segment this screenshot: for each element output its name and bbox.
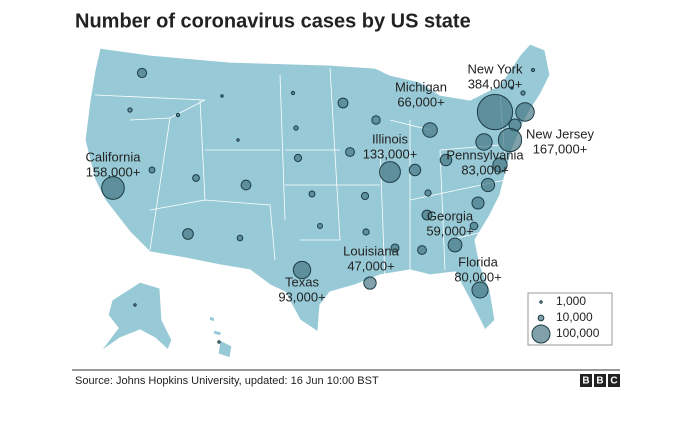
case-bubble bbox=[471, 281, 489, 299]
source: Source: Johns Hopkins University, update… bbox=[75, 375, 379, 387]
case-bubble bbox=[236, 138, 240, 142]
state-cases: 158,000+ bbox=[86, 164, 141, 179]
hawaii-3 bbox=[217, 339, 233, 359]
case-bubble bbox=[345, 147, 355, 157]
case-bubble bbox=[133, 303, 137, 307]
us-map bbox=[84, 43, 551, 359]
case-bubble bbox=[469, 221, 479, 231]
state-cases: 80,000+ bbox=[454, 269, 501, 284]
case-bubble bbox=[379, 161, 401, 183]
case-bubble bbox=[220, 94, 224, 98]
case-bubble bbox=[293, 125, 299, 131]
case-bubble bbox=[362, 228, 370, 236]
case-bubble bbox=[360, 191, 370, 201]
state-name: New Jersey bbox=[526, 126, 594, 141]
case-bubble bbox=[520, 90, 526, 96]
state-name: Michigan bbox=[395, 79, 447, 94]
state-name: Georgia bbox=[427, 208, 474, 223]
case-bubble bbox=[337, 97, 349, 109]
state-cases: 167,000+ bbox=[533, 141, 588, 156]
case-bubble bbox=[240, 179, 252, 191]
case-bubble bbox=[492, 157, 508, 173]
case-bubble bbox=[497, 127, 523, 153]
case-bubble bbox=[363, 276, 377, 290]
case-bubble bbox=[424, 189, 432, 197]
state-name: Texas bbox=[285, 274, 319, 289]
case-bubble bbox=[182, 228, 194, 240]
legend-bubble bbox=[537, 314, 545, 322]
hawaii-1 bbox=[208, 315, 216, 323]
logo-letter: C bbox=[610, 376, 617, 387]
state-name: Florida bbox=[458, 254, 499, 269]
case-bubble bbox=[308, 190, 316, 198]
case-bubble bbox=[293, 153, 303, 163]
state-name: Louisiana bbox=[343, 243, 399, 258]
case-bubble bbox=[447, 237, 463, 253]
logo-block bbox=[608, 374, 620, 387]
state-cases: 59,000+ bbox=[426, 223, 473, 238]
case-bubble bbox=[371, 115, 381, 125]
case-bubble bbox=[175, 112, 181, 118]
case-bubble bbox=[390, 243, 400, 253]
legend-label: 10,000 bbox=[556, 310, 593, 324]
legend-bubble bbox=[539, 300, 543, 304]
case-bubble bbox=[417, 245, 427, 255]
logo-letter: B bbox=[596, 376, 603, 387]
case-bubble bbox=[439, 153, 453, 167]
case-bubble bbox=[530, 67, 536, 73]
case-bubble bbox=[421, 209, 433, 221]
case-bubble bbox=[515, 102, 535, 122]
state-cases: 133,000+ bbox=[363, 146, 418, 161]
logo-letter: B bbox=[582, 376, 589, 387]
logo-block bbox=[580, 374, 592, 387]
state-name: California bbox=[86, 149, 142, 164]
alaska bbox=[99, 281, 173, 353]
logo-block bbox=[594, 374, 606, 387]
case-bubble bbox=[480, 177, 496, 193]
title: Number of coronavirus cases by US state bbox=[75, 10, 471, 32]
case-bubble bbox=[510, 86, 514, 90]
state-name: New York bbox=[468, 61, 523, 76]
state-cases: 384,000+ bbox=[468, 76, 523, 91]
case-bubble bbox=[217, 340, 221, 344]
case-bubble bbox=[101, 176, 125, 200]
case-bubble bbox=[422, 122, 438, 138]
case-bubble bbox=[290, 90, 296, 96]
state-cases: 47,000+ bbox=[347, 258, 394, 273]
case-bubble bbox=[136, 67, 148, 79]
case-bubble bbox=[476, 93, 514, 131]
state-name: Illinois bbox=[372, 131, 409, 146]
case-bubble bbox=[471, 196, 485, 210]
hawaii-2 bbox=[212, 329, 223, 337]
state-cases: 83,000+ bbox=[461, 162, 508, 177]
case-bubble bbox=[292, 260, 312, 280]
case-bubble bbox=[236, 234, 244, 242]
legend-label: 100,000 bbox=[556, 326, 600, 340]
state-cases: 93,000+ bbox=[278, 289, 325, 304]
case-bubble bbox=[127, 107, 133, 113]
case-bubble bbox=[148, 166, 156, 174]
legend-label: 1,000 bbox=[556, 294, 586, 308]
case-bubble bbox=[317, 223, 323, 229]
state-name: Pennsylvania bbox=[446, 147, 524, 162]
continental-us bbox=[84, 43, 551, 334]
state-borders bbox=[94, 67, 506, 281]
case-bubble bbox=[475, 133, 493, 151]
case-bubble bbox=[192, 174, 200, 182]
state-cases: 66,000+ bbox=[397, 94, 444, 109]
legend-bubble bbox=[531, 324, 551, 344]
case-bubble bbox=[408, 163, 422, 177]
